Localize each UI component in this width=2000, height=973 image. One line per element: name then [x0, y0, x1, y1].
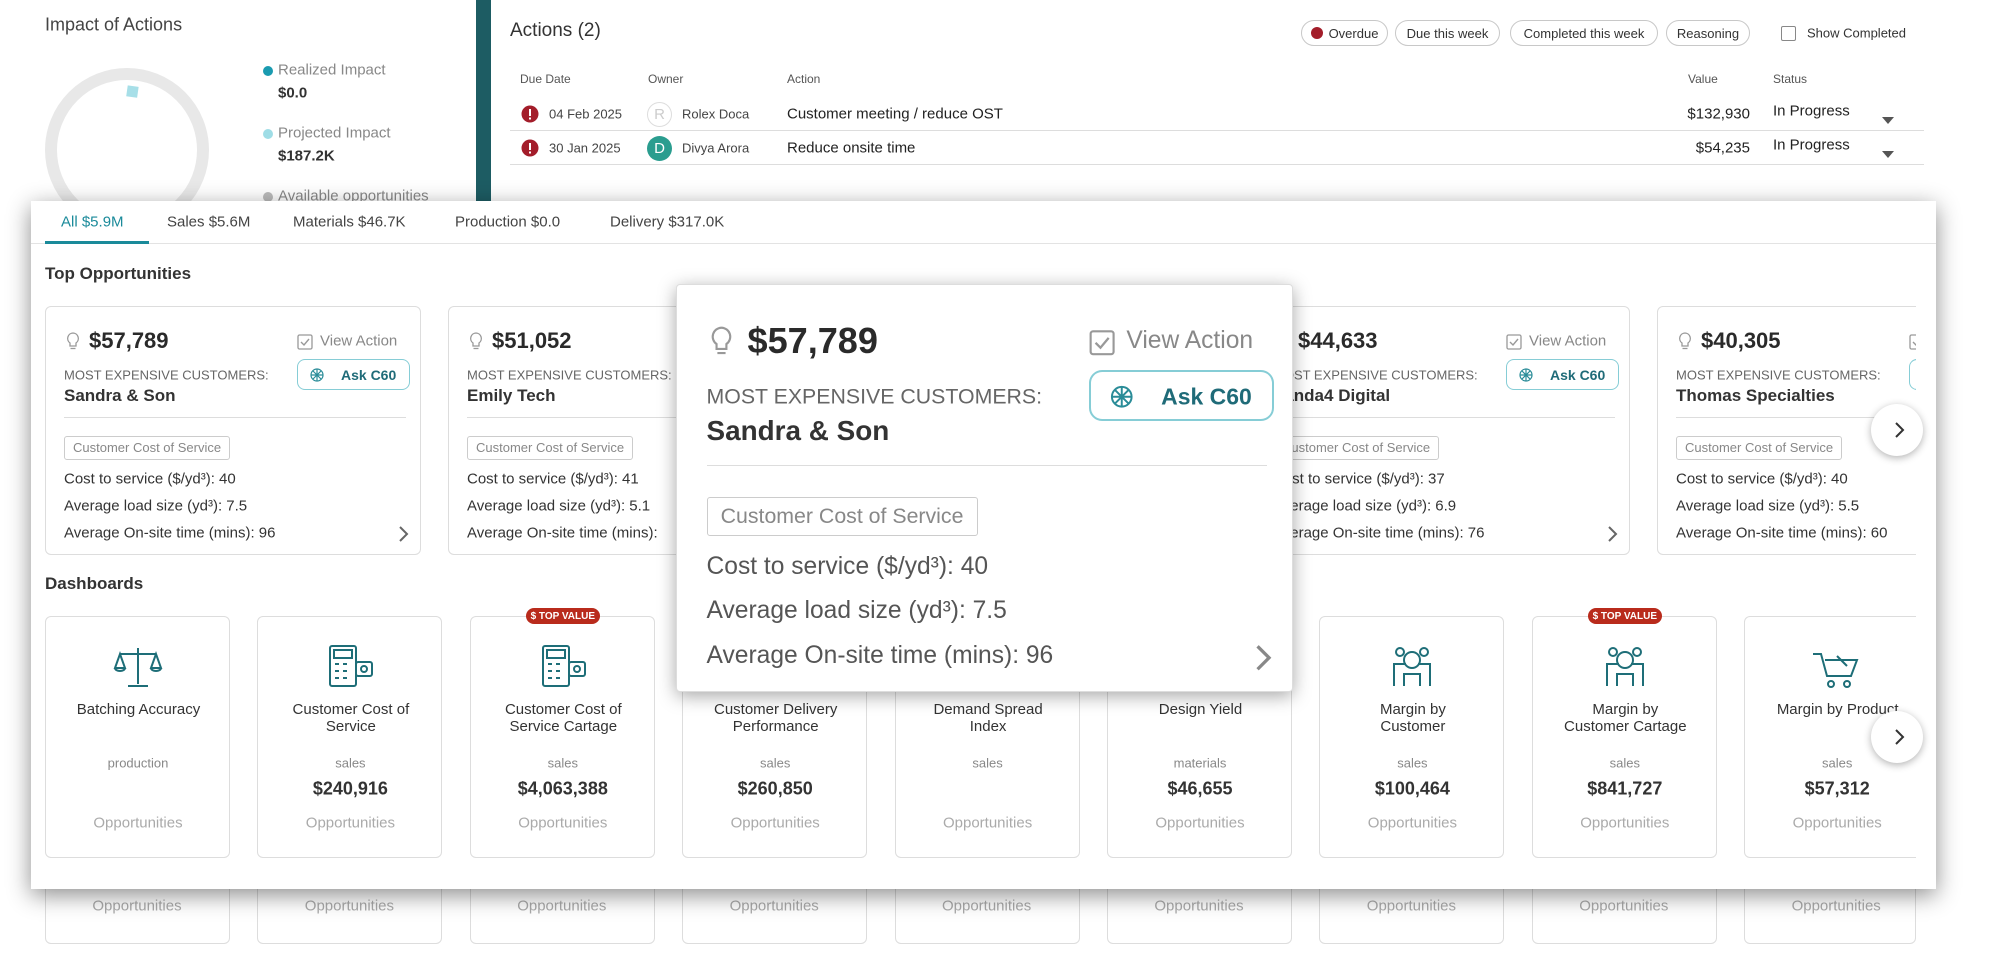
owner: Divya Arora [682, 140, 750, 156]
lower-tile-link: Opportunities [941, 897, 1032, 915]
overlay-panel [31, 201, 1936, 889]
filter-label: Overdue [1328, 25, 1379, 41]
value: $132,930 [1687, 105, 1750, 123]
legend-dot [262, 190, 274, 202]
row-divider [510, 164, 1924, 165]
filter-pill[interactable]: Reasoning [1666, 20, 1750, 46]
due-date: 30 Jan 2025 [549, 140, 621, 156]
lower-tile-link: Opportunities [1366, 897, 1456, 915]
legend-dot [262, 127, 274, 139]
panel-title: Impact of Actions [45, 14, 183, 35]
lower-tile-link: Opportunities [1579, 897, 1669, 915]
next-button[interactable] [1871, 711, 1923, 763]
action-text: Reduce onsite time [787, 139, 916, 157]
filter-pill[interactable]: Due this week [1395, 20, 1500, 46]
legend-value: $0.0 [278, 84, 308, 102]
column-header: Value [1688, 72, 1718, 86]
overdue-icon [521, 105, 539, 123]
next-chevron-svg [1895, 729, 1905, 745]
value: $54,235 [1695, 139, 1750, 157]
checkbox-label: Show Completed [1807, 25, 1906, 41]
legend-dot [262, 64, 274, 76]
row-divider [510, 130, 1924, 131]
lower-tile-link: Opportunities [1154, 897, 1244, 915]
avatar: D [647, 136, 672, 161]
checkbox[interactable] [1781, 26, 1796, 41]
owner: Rolex Doca [682, 106, 750, 122]
legend-label: Realized Impact [278, 61, 386, 79]
lower-tile-link: Opportunities [729, 897, 819, 915]
filter-label: Due this week [1406, 25, 1489, 41]
avatar: R [647, 102, 672, 127]
filter-label: Completed this week [1523, 25, 1645, 41]
overdue-icon-svg [521, 139, 539, 157]
legend-dot-svg [263, 129, 273, 139]
column-header: Due Date [520, 72, 571, 86]
overdue-dot [1310, 27, 1323, 39]
next-chevron-svg [1895, 422, 1905, 438]
legend-dot-svg [263, 192, 273, 202]
column-header: Owner [648, 72, 684, 86]
next-button[interactable] [1871, 404, 1923, 456]
column-header: Status [1773, 72, 1808, 86]
overdue-dot-svg [1310, 27, 1323, 39]
avatar-initial: R [654, 106, 665, 123]
status: In Progress [1773, 102, 1850, 120]
lower-tile-link: Opportunities [517, 897, 607, 915]
filter-label: Reasoning [1676, 25, 1740, 41]
filter-pill[interactable]: Overdue [1301, 20, 1388, 46]
status-caret[interactable] [1882, 146, 1894, 158]
legend-value: $187.2K [278, 147, 335, 165]
panel-title: Actions (2) [510, 20, 601, 41]
lower-tile-link: Opportunities [304, 897, 394, 915]
action-text: Customer meeting / reduce OST [787, 105, 1003, 123]
legend-label: Available opportunities [278, 187, 429, 205]
status: In Progress [1773, 136, 1850, 154]
overdue-icon-svg [521, 105, 539, 123]
status-caret-svg [1882, 117, 1894, 124]
next-chevron [1892, 421, 1906, 439]
status-caret[interactable] [1882, 112, 1894, 124]
lower-tile-link: Opportunities [92, 897, 182, 915]
filter-pill[interactable]: Completed this week [1510, 20, 1658, 46]
status-caret-svg [1882, 151, 1894, 158]
overdue-icon [521, 139, 539, 157]
legend-dot-svg [263, 66, 273, 76]
due-date: 04 Feb 2025 [549, 106, 623, 122]
avatar-initial: D [654, 140, 665, 157]
divider-bar [476, 0, 491, 205]
next-chevron [1892, 728, 1906, 746]
column-header: Action [787, 72, 821, 86]
lower-tile-link: Opportunities [1791, 897, 1881, 915]
legend-label: Projected Impact [278, 124, 391, 142]
